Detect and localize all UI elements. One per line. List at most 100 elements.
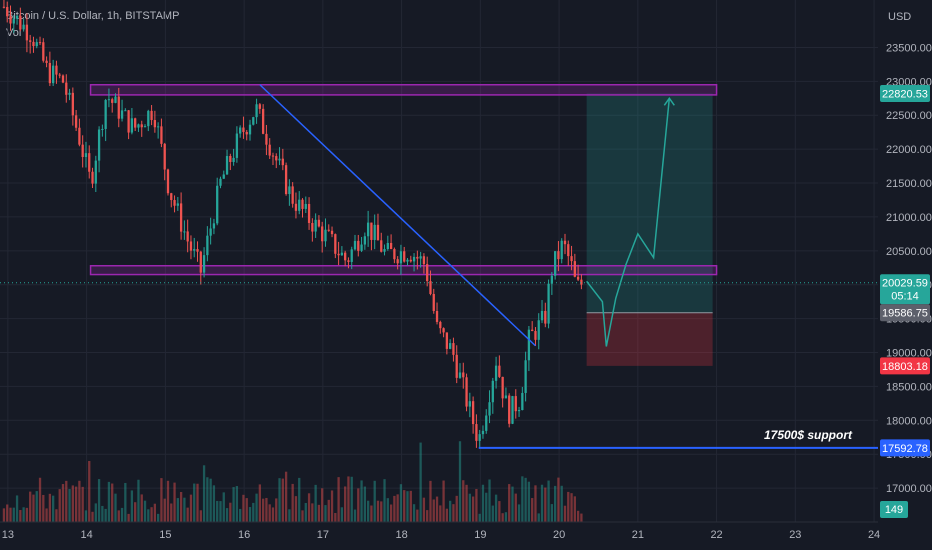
volume-bar bbox=[32, 494, 35, 522]
candle-body bbox=[294, 203, 298, 211]
volume-bar bbox=[314, 484, 317, 522]
candle-body bbox=[376, 224, 380, 241]
volume-bar bbox=[560, 485, 563, 522]
volume-bar bbox=[38, 477, 42, 522]
resistance-zone bbox=[89, 83, 718, 96]
candle-body bbox=[478, 434, 481, 441]
candle-body bbox=[373, 224, 376, 240]
volume-bar bbox=[252, 502, 255, 522]
volume-bar bbox=[350, 476, 353, 522]
candle-body bbox=[570, 256, 573, 262]
volume-bar bbox=[284, 471, 288, 522]
candle-body bbox=[71, 92, 74, 116]
currency-label: USD bbox=[888, 11, 911, 23]
volume-bar bbox=[265, 497, 268, 522]
volume-bar bbox=[376, 500, 380, 522]
candle-body bbox=[78, 127, 81, 145]
volume-bar bbox=[366, 500, 370, 522]
candle-body bbox=[550, 275, 554, 284]
candle-body bbox=[255, 104, 258, 118]
volume-bar bbox=[68, 488, 71, 522]
candle-body bbox=[15, 15, 19, 19]
candles bbox=[2, 0, 583, 449]
candle-body bbox=[245, 131, 248, 135]
candle-body bbox=[426, 264, 429, 282]
candle-body bbox=[84, 153, 88, 158]
candle-body bbox=[455, 354, 458, 378]
y-tick-label: 22500.00 bbox=[886, 110, 932, 122]
volume-bar bbox=[186, 507, 189, 522]
volume-bar bbox=[452, 504, 455, 522]
candle-body bbox=[360, 244, 363, 251]
volume-bar bbox=[475, 488, 478, 522]
volume-bar bbox=[61, 484, 65, 522]
candle-body bbox=[193, 249, 196, 251]
candle-body bbox=[363, 236, 366, 245]
volume-bar bbox=[389, 504, 393, 522]
volume-bar bbox=[406, 491, 409, 522]
volume-bar bbox=[301, 510, 304, 522]
candle-body bbox=[435, 310, 439, 322]
candle-body bbox=[498, 365, 501, 377]
candle-body bbox=[386, 242, 389, 250]
candle-body bbox=[196, 249, 199, 252]
candle-body bbox=[9, 16, 12, 24]
candle-body bbox=[150, 110, 153, 121]
candle-body bbox=[409, 259, 412, 262]
candle-body bbox=[284, 165, 288, 195]
current-price-label: 20029.59 bbox=[882, 278, 928, 290]
candle-body bbox=[366, 222, 370, 237]
current-price-label-bg bbox=[880, 274, 930, 305]
volume-bar bbox=[393, 495, 396, 522]
candle-body bbox=[235, 133, 239, 158]
volume-bar bbox=[275, 498, 278, 522]
candle-body bbox=[176, 203, 179, 206]
volume-bar bbox=[508, 484, 511, 522]
volume-bar bbox=[22, 507, 25, 522]
candle-body bbox=[403, 251, 406, 262]
volume-bar bbox=[278, 478, 281, 522]
candle-body bbox=[202, 255, 206, 273]
volume-bar bbox=[458, 441, 462, 522]
volume-bar bbox=[242, 494, 245, 522]
y-tick-label: 18500.00 bbox=[886, 381, 932, 393]
candle-body bbox=[560, 240, 563, 260]
volume-bar bbox=[567, 491, 570, 522]
volume-bar bbox=[311, 503, 314, 522]
candle-body bbox=[199, 251, 202, 273]
candle-body bbox=[491, 380, 494, 403]
candle-body bbox=[380, 240, 383, 252]
volume-bar bbox=[471, 496, 475, 522]
volume-bar bbox=[232, 487, 235, 522]
volume-bar bbox=[432, 499, 435, 522]
candle-body bbox=[6, 7, 9, 17]
volume-bar bbox=[337, 477, 340, 522]
candle-body bbox=[137, 124, 140, 128]
candle-body bbox=[396, 259, 399, 264]
candle-body bbox=[288, 186, 291, 195]
candle-body bbox=[179, 203, 183, 232]
time-axis-bg bbox=[0, 522, 932, 550]
candle-body bbox=[406, 259, 409, 262]
chart-zones bbox=[89, 83, 718, 366]
volume-bar bbox=[156, 513, 160, 522]
volume-bar bbox=[6, 504, 9, 522]
volume-bar bbox=[340, 507, 344, 522]
volume-bar bbox=[176, 498, 179, 522]
volume-bar bbox=[573, 496, 576, 522]
volume-bar bbox=[330, 490, 334, 522]
volume-bar bbox=[245, 498, 248, 522]
support-price-label-bg bbox=[880, 439, 930, 457]
candle-body bbox=[422, 256, 426, 265]
x-tick-label: 16 bbox=[238, 529, 250, 541]
volume-bar bbox=[117, 510, 120, 522]
candle-body bbox=[252, 117, 255, 125]
volume-bar bbox=[353, 509, 357, 522]
candle-body bbox=[442, 328, 445, 333]
volume-bar bbox=[481, 484, 485, 522]
volume-value-bg bbox=[880, 501, 908, 518]
volume-bar bbox=[357, 488, 360, 522]
volume-bar bbox=[15, 495, 19, 522]
